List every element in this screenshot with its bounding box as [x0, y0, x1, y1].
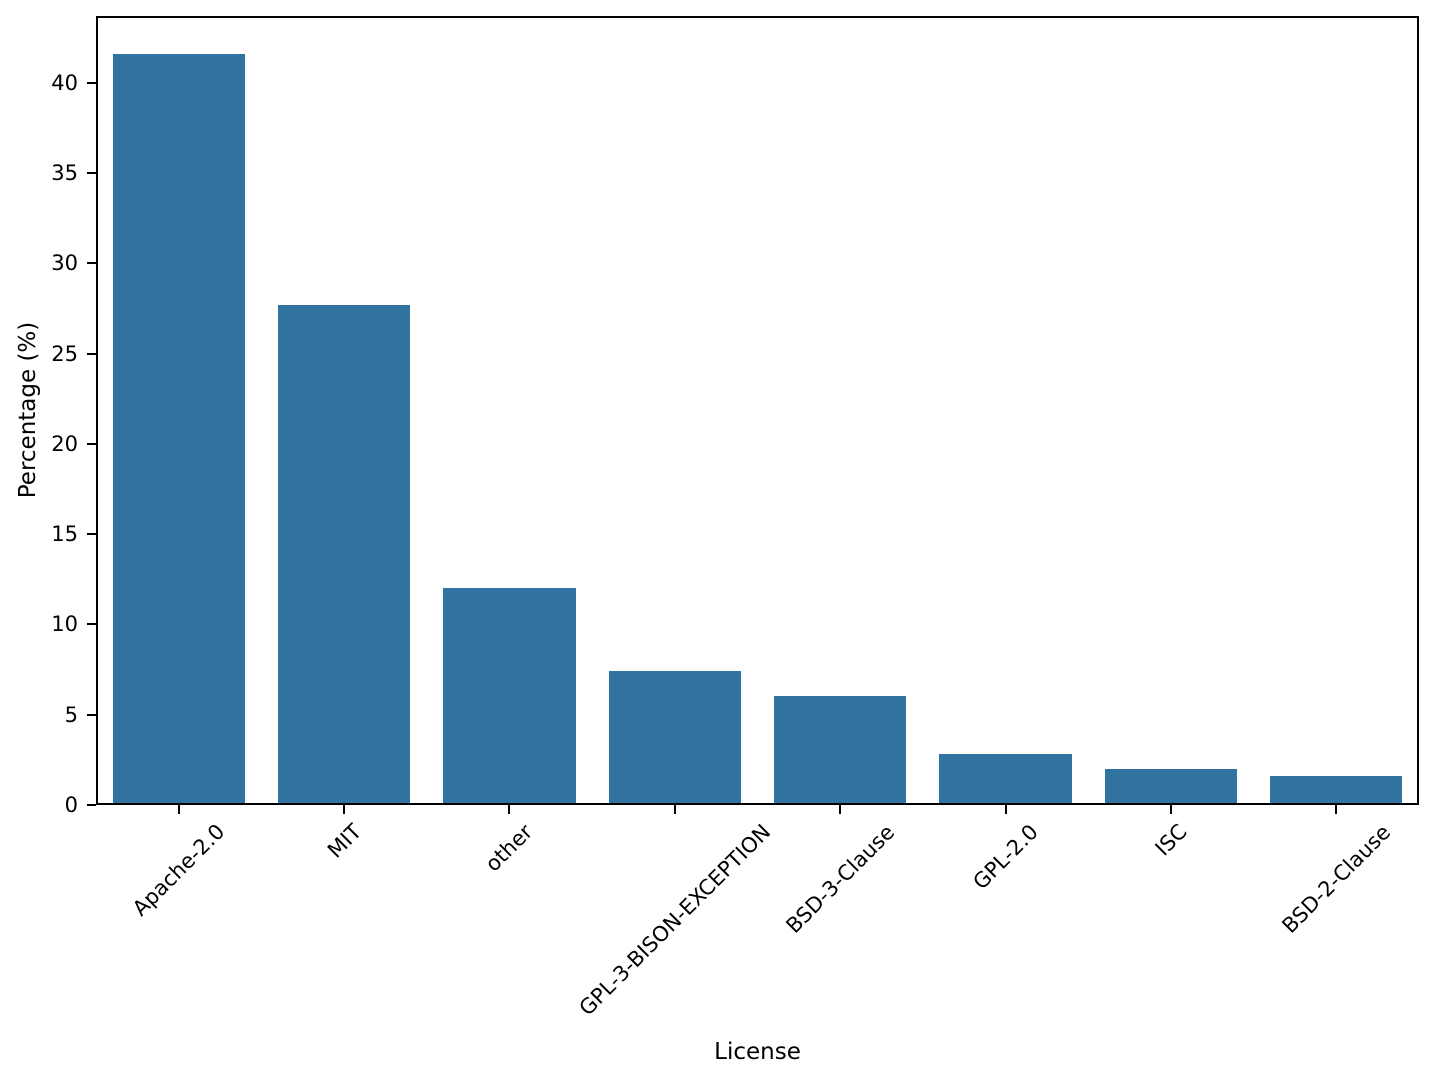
x-tick-label: BSD-2-Clause — [1277, 819, 1396, 938]
x-tick-mark — [673, 805, 676, 814]
y-tick-label: 0 — [64, 793, 78, 817]
y-tick-label: 30 — [51, 251, 78, 276]
y-tick-mark — [87, 172, 96, 175]
x-tick-label: GPL-3-BISON-EXCEPTION — [574, 819, 776, 1021]
x-tick-mark — [343, 805, 346, 814]
x-tick-label: GPL-2.0 — [968, 819, 1043, 895]
x-tick-label: other — [481, 819, 538, 877]
y-tick-label: 5 — [64, 702, 78, 727]
y-tick-label: 10 — [51, 612, 78, 637]
bar-bsd-2-clause — [1270, 775, 1403, 803]
y-tick-mark — [87, 804, 96, 806]
x-tick-mark — [839, 805, 842, 814]
x-tick-mark — [1335, 805, 1338, 814]
plot-area — [96, 16, 1419, 805]
y-tick-mark — [87, 352, 96, 355]
x-tick-label: Apache-2.0 — [128, 819, 230, 921]
x-tick-label: ISC — [1150, 819, 1192, 861]
bar-other — [443, 588, 576, 803]
y-tick-label: 35 — [51, 161, 78, 186]
y-tick-mark — [87, 533, 96, 536]
y-tick-label: 20 — [51, 431, 78, 456]
y-tick-mark — [87, 81, 96, 84]
x-tick-label: BSD-3-Clause — [781, 819, 899, 938]
bar-apache-2-0 — [112, 53, 245, 803]
x-axis-label: License — [714, 1039, 801, 1065]
y-tick-label: 25 — [51, 341, 78, 366]
x-tick-mark — [1004, 805, 1007, 814]
y-tick-label: 15 — [51, 522, 78, 547]
bar-bsd-3-clause — [774, 696, 907, 803]
bar-gpl-2-0 — [939, 754, 1072, 803]
bar-mit — [277, 304, 411, 803]
bar-gpl-3-bison-exception — [608, 671, 741, 803]
y-tick-mark — [87, 713, 96, 716]
y-tick-label: 40 — [51, 70, 78, 95]
y-tick-mark — [87, 623, 96, 626]
y-tick-mark — [87, 442, 96, 445]
x-tick-label: MIT — [322, 819, 366, 863]
bar-isc — [1104, 768, 1238, 803]
x-tick-mark — [177, 805, 180, 814]
x-tick-mark — [1169, 805, 1172, 814]
x-tick-mark — [508, 805, 511, 814]
y-tick-mark — [87, 262, 96, 265]
